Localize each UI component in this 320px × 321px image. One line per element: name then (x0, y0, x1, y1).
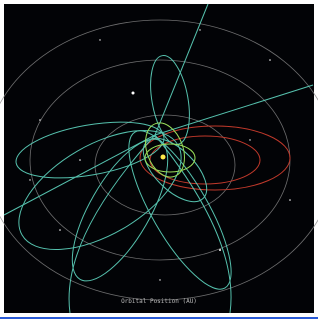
caption: Orbital Position (AU) (121, 298, 197, 305)
orbit-image: Orbital Position (AU) (0, 0, 318, 321)
page: Orbital Position (AU) (() => { const dat… (0, 0, 318, 321)
sun (161, 155, 166, 160)
